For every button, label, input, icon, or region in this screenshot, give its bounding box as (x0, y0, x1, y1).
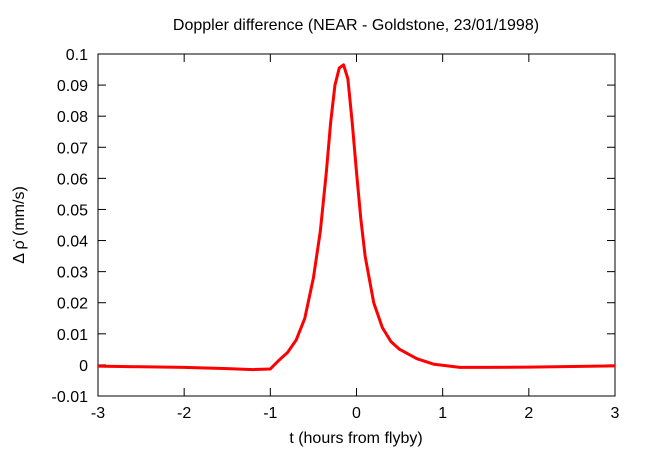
y-tick-label: 0.04 (57, 234, 88, 251)
x-tick-label: -1 (263, 405, 277, 422)
plot-frame (97, 53, 616, 397)
x-tick-label: 2 (524, 405, 533, 422)
y-tick-label: 0.1 (66, 47, 88, 64)
chart-title: Doppler difference (NEAR - Goldstone, 23… (173, 17, 539, 34)
x-tick-label: 0 (352, 405, 361, 422)
x-tick-label: -3 (91, 405, 105, 422)
y-tick-label: 0 (79, 358, 88, 375)
y-tick-label: 0.06 (57, 171, 88, 188)
y-axis-label: Δ ρ̇ (mm/s) (11, 186, 28, 264)
x-tick-label: -2 (177, 405, 191, 422)
y-tick-label: 0.09 (57, 78, 88, 95)
y-tick-label: 0.01 (57, 327, 88, 344)
y-tick-label: -0.01 (52, 389, 89, 406)
y-tick-label: 0.02 (57, 296, 88, 313)
x-tick-label: 3 (611, 405, 620, 422)
y-tick-label: 0.03 (57, 265, 88, 282)
data-line (97, 63, 616, 372)
y-tick-label: 0.07 (57, 140, 88, 157)
x-axis-label: t (hours from flyby) (289, 430, 422, 447)
x-tick-label: 1 (438, 405, 447, 422)
y-tick-label: 0.08 (57, 109, 88, 126)
y-tick-label: 0.05 (57, 202, 88, 219)
